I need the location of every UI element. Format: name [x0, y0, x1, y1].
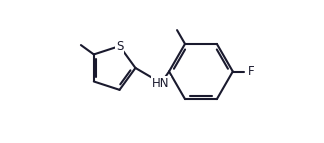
Text: HN: HN — [152, 77, 170, 90]
Text: S: S — [116, 40, 123, 53]
Text: F: F — [248, 65, 254, 78]
